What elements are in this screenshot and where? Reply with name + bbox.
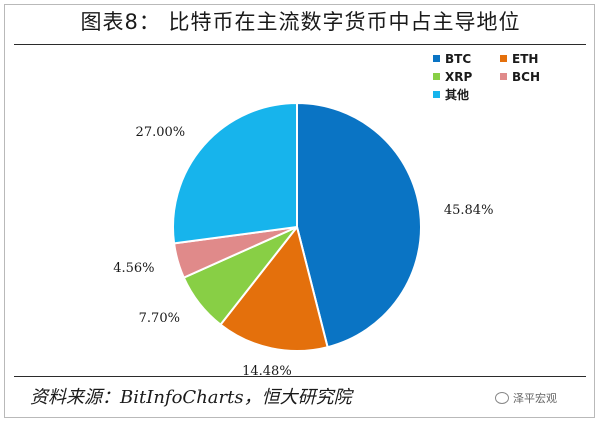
legend-label-eth: ETH: [512, 52, 538, 66]
source-note: 资料来源：BitInfoCharts，恒大研究院: [30, 387, 352, 408]
legend-swatch-other: [433, 91, 440, 98]
legend-label-other: 其他: [445, 87, 469, 102]
title-rule: [14, 44, 586, 45]
legend-swatch-btc: [433, 55, 440, 62]
data-label-btc: 45.84%: [444, 203, 494, 218]
pie-slice-eth: [219, 224, 329, 352]
data-label-eth: 14.48%: [242, 364, 292, 379]
data-label-bch: 4.56%: [113, 261, 154, 276]
watermark: 泽平宏观: [495, 390, 557, 406]
pie-slice-btc: [296, 101, 422, 349]
data-label-xrp: 7.70%: [139, 311, 180, 326]
figure-frame: [4, 4, 595, 418]
legend-swatch-xrp: [433, 73, 440, 80]
legend-label-btc: BTC: [445, 52, 471, 66]
wechat-icon: [495, 392, 509, 404]
legend-label-xrp: XRP: [445, 70, 472, 84]
source-rule: [14, 376, 586, 377]
figure-title: 图表8： 比特币在主流数字货币中占主导地位: [80, 10, 521, 34]
legend-swatch-bch: [500, 73, 507, 80]
watermark-text: 泽平宏观: [513, 392, 557, 405]
pie-slice-other: [172, 101, 298, 245]
legend-swatch-eth: [500, 55, 507, 62]
data-label-other: 27.00%: [136, 125, 186, 140]
legend-label-bch: BCH: [512, 70, 540, 84]
